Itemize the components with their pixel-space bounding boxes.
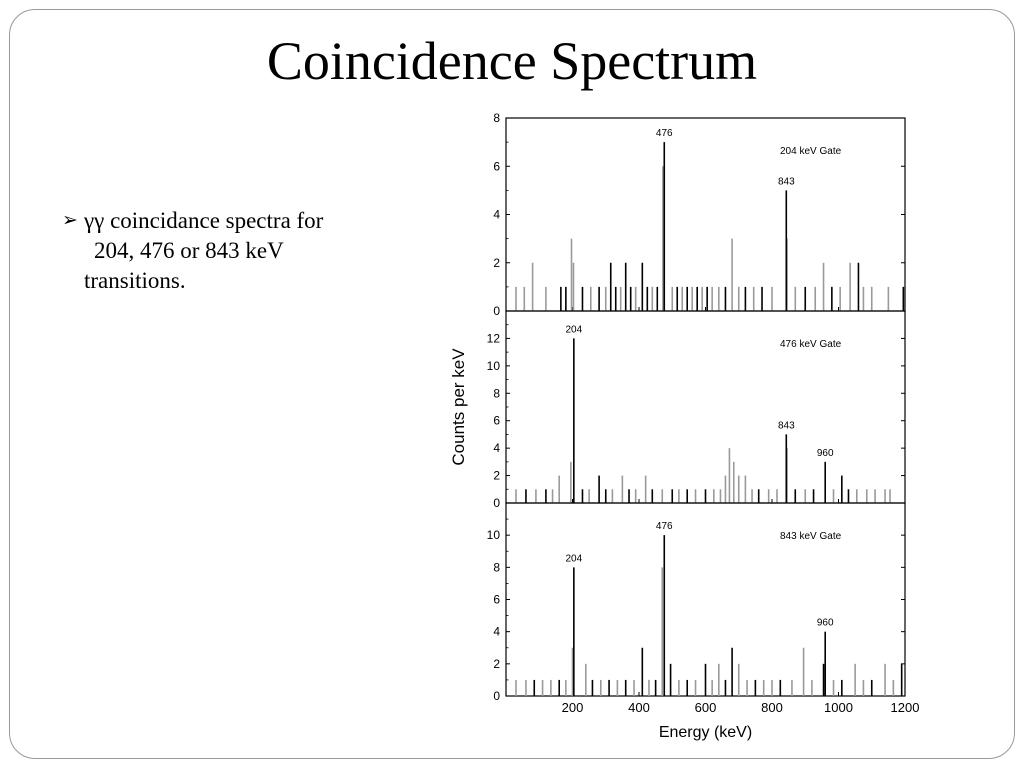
bullet-line-1: γγ coincidance spectra for: [84, 208, 324, 233]
y-tick-label: 2: [493, 657, 500, 671]
slide-title: Coincidence Spectrum: [266, 31, 758, 91]
x-tick-label: 1200: [891, 700, 920, 715]
y-tick-label: 0: [493, 496, 500, 510]
bullet-item: ➢ γγ coincidance spectra for 204, 476 or…: [62, 206, 422, 296]
y-tick-label: 12: [487, 331, 501, 345]
peak-label: 204: [565, 324, 582, 335]
y-tick-label: 4: [493, 208, 500, 222]
y-tick-label: 10: [487, 528, 501, 542]
y-tick-label: 2: [493, 256, 500, 270]
y-tick-label: 10: [487, 359, 501, 373]
gate-label: 843 keV Gate: [780, 531, 842, 542]
peak-label: 843: [778, 420, 795, 431]
bullet-line-2: 204, 476 or 843 keV: [94, 238, 284, 263]
y-tick-label: 8: [493, 111, 500, 125]
peak-label: 843: [778, 176, 795, 187]
panel-frame: [505, 310, 906, 504]
x-axis-label: Energy (keV): [659, 724, 752, 741]
peak-label: 960: [817, 448, 834, 459]
y-tick-label: 4: [493, 625, 500, 639]
y-tick-label: 8: [493, 560, 500, 574]
slide-frame: [9, 9, 1015, 759]
y-tick-label: 0: [493, 304, 500, 318]
y-tick-label: 6: [493, 159, 500, 173]
y-tick-label: 8: [493, 386, 500, 400]
bullet-line-3: transitions.: [84, 268, 186, 293]
y-axis-label: Counts per keV: [449, 348, 468, 466]
peak-label: 204: [565, 553, 582, 564]
peak-label: 476: [656, 521, 673, 532]
x-tick-label: 400: [628, 700, 650, 715]
y-tick-label: 6: [493, 593, 500, 607]
bullet-list: ➢ γγ coincidance spectra for 204, 476 or…: [62, 206, 422, 296]
gate-label: 204 keV Gate: [780, 146, 842, 157]
peak-label: 960: [817, 618, 834, 629]
x-tick-label: 1000: [824, 700, 853, 715]
peak-label: 476: [656, 128, 673, 139]
bullet-text: γγ coincidance spectra for 204, 476 or 8…: [84, 206, 323, 296]
x-tick-label: 800: [761, 700, 783, 715]
y-tick-label: 2: [493, 469, 500, 483]
y-tick-label: 0: [493, 689, 500, 703]
panel-frame: [505, 117, 906, 312]
y-tick-label: 6: [493, 414, 500, 428]
gate-label: 476 keV Gate: [780, 339, 842, 350]
x-tick-label: 600: [695, 700, 717, 715]
arrow-bullet-icon: ➢: [62, 210, 78, 231]
x-tick-label: 200: [562, 700, 584, 715]
y-tick-label: 4: [493, 441, 500, 455]
